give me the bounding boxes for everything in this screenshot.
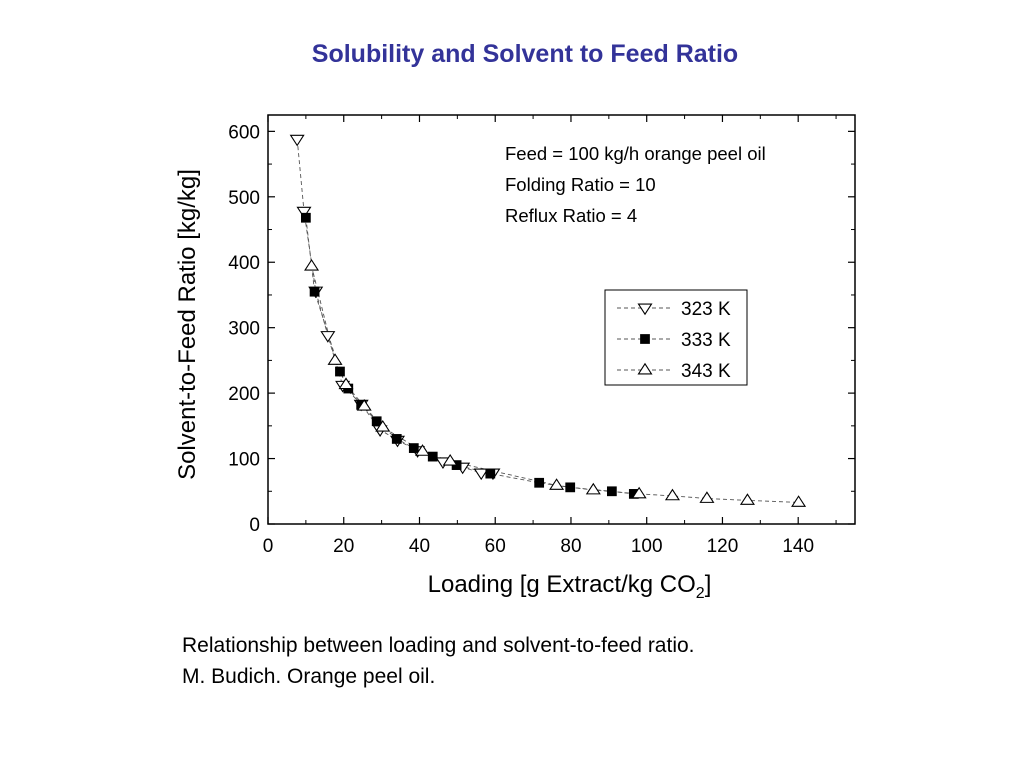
caption-line: Relationship between loading and solvent… bbox=[182, 634, 695, 657]
data-point-333k bbox=[391, 434, 402, 444]
data-point-333k bbox=[565, 482, 576, 493]
series-line bbox=[305, 217, 634, 495]
legend-label: 343 K bbox=[681, 361, 731, 382]
annotation-text: Reflux Ratio = 4 bbox=[505, 205, 637, 226]
data-point-333k bbox=[408, 443, 419, 453]
legend-label: 323 K bbox=[681, 299, 731, 320]
data-point-343k bbox=[304, 258, 320, 271]
chart-annotations: Feed = 100 kg/h orange peel oil Folding R… bbox=[505, 143, 766, 226]
x-tick-label: 40 bbox=[409, 536, 430, 557]
x-axis-label-main: Loading [g Extract/kg CO bbox=[428, 571, 696, 598]
data-point-343k bbox=[375, 419, 391, 432]
data-point-343k bbox=[664, 488, 680, 501]
data-point-323k bbox=[320, 331, 336, 343]
x-axis-label-suffix: ] bbox=[705, 571, 712, 598]
data-point-333k bbox=[534, 477, 545, 488]
data-point-333k bbox=[485, 468, 496, 479]
x-tick-label: 120 bbox=[707, 536, 739, 557]
x-tick-label: 20 bbox=[333, 536, 354, 557]
data-point-333k bbox=[309, 286, 320, 297]
data-point-343k bbox=[699, 491, 715, 503]
data-point-343k bbox=[415, 444, 431, 456]
data-point-343k bbox=[356, 399, 372, 411]
series-markers bbox=[289, 134, 807, 507]
data-point-333k bbox=[335, 366, 345, 377]
caption: Relationship between loading and solvent… bbox=[182, 630, 695, 692]
data-point-343k bbox=[338, 377, 354, 390]
y-tick-label: 200 bbox=[228, 384, 260, 405]
y-tick-label: 300 bbox=[228, 319, 260, 340]
y-tick-label: 600 bbox=[228, 122, 260, 143]
legend: 323 K 333 K 343 K bbox=[604, 289, 748, 386]
data-point-323k bbox=[289, 134, 305, 147]
x-tick-label: 60 bbox=[485, 536, 506, 557]
y-axis-label: Solvent-to-Feed Ratio [kg/kg] bbox=[174, 169, 201, 480]
data-point-333k bbox=[371, 416, 382, 427]
y-tick-label: 400 bbox=[228, 253, 260, 274]
x-tick-label: 140 bbox=[782, 536, 814, 557]
annotation-text: Feed = 100 kg/h orange peel oil bbox=[505, 143, 766, 164]
legend-marker bbox=[637, 303, 653, 316]
legend-label: 333 K bbox=[681, 330, 731, 351]
annotation-text: Folding Ratio = 10 bbox=[505, 174, 656, 195]
y-tick-label: 500 bbox=[228, 188, 260, 209]
x-tick-label: 100 bbox=[631, 536, 663, 557]
y-tick-label: 100 bbox=[228, 450, 260, 471]
series-line bbox=[296, 139, 493, 474]
y-tick-label: 0 bbox=[249, 515, 260, 536]
legend-box bbox=[604, 289, 748, 386]
data-point-333k bbox=[606, 486, 617, 497]
x-tick-label: 0 bbox=[263, 536, 274, 557]
legend-marker bbox=[637, 362, 653, 375]
x-axis-label-subscript: 2 bbox=[696, 585, 705, 602]
data-point-333k bbox=[300, 212, 311, 223]
data-point-323k bbox=[296, 206, 312, 219]
data-point-343k bbox=[631, 486, 647, 499]
data-point-343k bbox=[791, 495, 807, 507]
data-point-343k bbox=[739, 493, 755, 505]
data-point-333k bbox=[427, 451, 438, 462]
data-point-343k bbox=[585, 482, 601, 495]
data-point-323k bbox=[473, 468, 489, 481]
y-tick-labels: 0 100 200 300 400 500 600 bbox=[228, 122, 260, 536]
data-point-343k bbox=[549, 478, 565, 490]
slide-title: Solubility and Solvent to Feed Ratio bbox=[311, 40, 739, 68]
plot-frame bbox=[267, 114, 856, 525]
legend-marker bbox=[640, 334, 650, 344]
data-point-343k bbox=[327, 353, 343, 365]
x-axis-label: Loading [g Extract/kg CO2] bbox=[428, 571, 712, 602]
data-point-333k bbox=[628, 489, 639, 499]
data-point-343k bbox=[442, 453, 458, 466]
x-tick-label: 80 bbox=[560, 536, 581, 557]
x-tick-labels: 0 20 40 60 80 100 120 140 bbox=[263, 536, 814, 557]
caption-line: M. Budich. Orange peel oil. bbox=[182, 665, 436, 688]
